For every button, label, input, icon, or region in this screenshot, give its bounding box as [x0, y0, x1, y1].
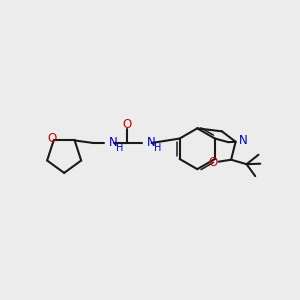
Text: N: N: [238, 134, 247, 147]
Text: N: N: [147, 136, 156, 149]
Text: H: H: [116, 143, 123, 153]
Text: O: O: [123, 118, 132, 131]
Text: N: N: [109, 136, 118, 149]
Text: O: O: [47, 132, 56, 145]
Text: O: O: [208, 156, 218, 170]
Text: H: H: [154, 143, 161, 153]
